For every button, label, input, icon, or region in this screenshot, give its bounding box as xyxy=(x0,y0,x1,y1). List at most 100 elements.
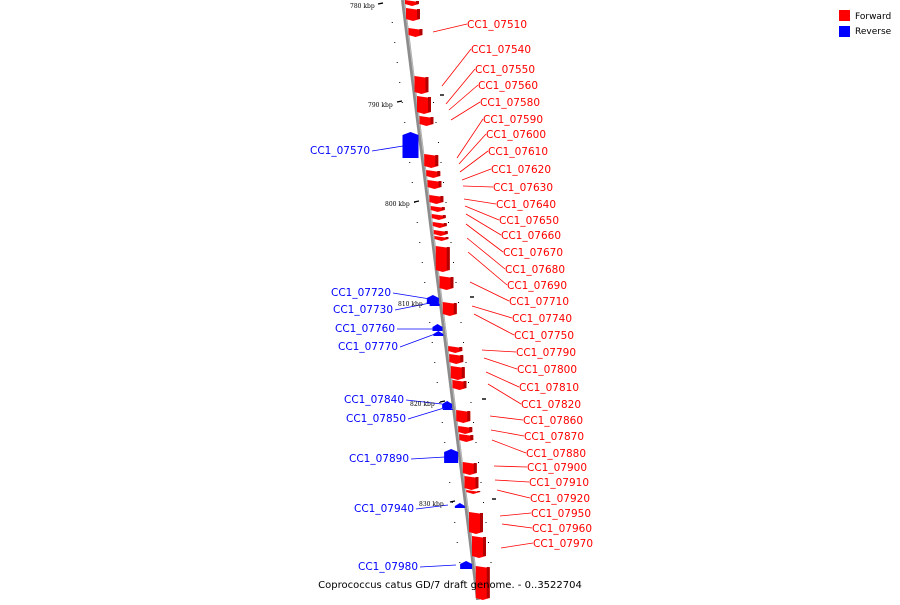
gene-label-forward[interactable]: CC1_07550 xyxy=(475,64,535,76)
leader-line-forward xyxy=(456,118,484,159)
gene-label-forward[interactable]: CC1_07820 xyxy=(521,399,581,411)
gene-label-reverse[interactable]: CC1_07980 xyxy=(358,561,418,573)
gene-forward xyxy=(452,380,467,390)
gene-forward xyxy=(466,490,481,494)
scale-dot xyxy=(424,282,426,283)
gene-label-forward[interactable]: CC1_07690 xyxy=(507,280,567,292)
gene-label-reverse[interactable]: CC1_07770 xyxy=(338,341,398,353)
scale-dot xyxy=(411,182,413,183)
gene-forward-shade xyxy=(480,513,483,532)
scale-dot xyxy=(444,442,446,443)
gene-label-forward[interactable]: CC1_07970 xyxy=(533,538,593,550)
gene-forward xyxy=(442,302,457,316)
scale-dot xyxy=(394,42,396,43)
scale-tick xyxy=(396,100,403,103)
gene-label-forward[interactable]: CC1_07590 xyxy=(483,114,543,126)
gene-label-forward[interactable]: CC1_07800 xyxy=(517,364,577,376)
gene-forward-shade xyxy=(446,247,450,270)
gene-forward-shade xyxy=(459,347,463,351)
gene-forward-shade xyxy=(467,411,471,421)
tick-label-830kbp: 830 kbp xyxy=(419,501,444,508)
scale-dot xyxy=(488,542,489,543)
leader-line-forward xyxy=(499,512,532,517)
gene-label-reverse[interactable]: CC1_07840 xyxy=(344,394,404,406)
gene-label-forward[interactable]: CC1_07740 xyxy=(512,313,572,325)
gene-forward xyxy=(475,566,490,600)
gene-forward-shade xyxy=(460,355,464,362)
gene-forward-shade xyxy=(486,567,490,598)
gene-label-reverse[interactable]: CC1_07760 xyxy=(335,323,395,335)
gene-label-forward[interactable]: CC1_07600 xyxy=(486,129,546,141)
gene-label-reverse[interactable]: CC1_07940 xyxy=(354,503,414,515)
gene-forward xyxy=(405,0,419,6)
scale-dot xyxy=(441,422,443,423)
leader-line-forward xyxy=(432,23,468,33)
gene-label-forward[interactable]: CC1_07610 xyxy=(488,146,548,158)
gene-label-forward[interactable]: CC1_07960 xyxy=(532,523,592,535)
leader-line-forward xyxy=(466,237,506,270)
legend-swatch-reverse xyxy=(839,26,850,37)
gene-label-forward[interactable]: CC1_07670 xyxy=(503,247,563,259)
genome-backbone-highlight xyxy=(403,0,480,601)
gene-label-forward[interactable]: CC1_07710 xyxy=(509,296,569,308)
gene-label-forward[interactable]: CC1_07750 xyxy=(514,330,574,342)
gene-label-forward[interactable]: CC1_07630 xyxy=(493,182,553,194)
gene-forward xyxy=(424,154,439,168)
gene-label-reverse[interactable]: CC1_07850 xyxy=(346,413,406,425)
gene-label-forward[interactable]: CC1_07680 xyxy=(505,264,565,276)
gene-label-forward[interactable]: CC1_07950 xyxy=(531,508,591,520)
gene-label-reverse[interactable]: CC1_07570 xyxy=(310,145,370,157)
gene-forward xyxy=(456,410,471,423)
gene-label-forward[interactable]: CC1_07900 xyxy=(527,462,587,474)
gene-forward xyxy=(469,512,483,534)
gene-forward-shade xyxy=(438,181,442,187)
legend-label-forward: Forward xyxy=(855,12,891,22)
scale-dot xyxy=(458,302,459,303)
gene-reverse xyxy=(442,406,453,410)
gene-label-reverse[interactable]: CC1_07730 xyxy=(333,304,393,316)
gene-label-forward[interactable]: CC1_07880 xyxy=(526,448,586,460)
scale-dot xyxy=(401,102,403,103)
scale-tick xyxy=(449,500,456,503)
leader-line-forward xyxy=(490,429,525,437)
gene-forward-shade xyxy=(417,9,420,19)
gene-label-forward[interactable]: CC1_07560 xyxy=(478,80,538,92)
gene-label-reverse[interactable]: CC1_07720 xyxy=(331,287,391,299)
gene-forward xyxy=(449,354,464,364)
gene-forward-shade xyxy=(440,196,444,202)
gene-forward-shade xyxy=(483,537,486,556)
tick-label-800kbp: 800 kbp xyxy=(385,201,410,208)
gene-forward xyxy=(408,28,423,37)
gene-forward-shade xyxy=(461,367,465,378)
gene-forward-shade xyxy=(437,171,441,176)
leader-line-forward xyxy=(441,48,472,87)
gene-label-forward[interactable]: CC1_07910 xyxy=(529,477,589,489)
scale-tick xyxy=(413,200,420,203)
gene-label-reverse[interactable]: CC1_07890 xyxy=(349,453,409,465)
gene-label-forward[interactable]: CC1_07860 xyxy=(523,415,583,427)
gene-label-forward[interactable]: CC1_07790 xyxy=(516,347,576,359)
genome-caption: Coprococcus catus GD/7 draft genome. - 0… xyxy=(318,580,582,591)
scale-dot xyxy=(490,562,492,563)
genome-backbone xyxy=(401,0,480,601)
gene-label-forward[interactable]: CC1_07920 xyxy=(530,493,590,505)
gene-label-forward[interactable]: CC1_07650 xyxy=(499,215,559,227)
gene-forward-shade xyxy=(445,237,449,239)
gene-label-forward[interactable]: CC1_07580 xyxy=(480,97,540,109)
gene-label-forward[interactable]: CC1_07660 xyxy=(501,230,561,242)
gene-forward xyxy=(414,76,429,94)
gene-label-forward[interactable]: CC1_07620 xyxy=(491,164,551,176)
gene-label-forward[interactable]: CC1_07870 xyxy=(524,431,584,443)
gene-label-forward[interactable]: CC1_07810 xyxy=(519,382,579,394)
scale-dot xyxy=(473,422,474,423)
gene-forward xyxy=(435,246,450,272)
gene-forward-shade xyxy=(470,435,474,440)
gene-label-forward[interactable]: CC1_07540 xyxy=(471,44,531,56)
gene-label-forward[interactable]: CC1_07640 xyxy=(496,199,556,211)
gene-label-forward[interactable]: CC1_07510 xyxy=(467,19,527,31)
scale-dot xyxy=(453,262,454,263)
leader-line-forward xyxy=(458,133,487,165)
gene-forward xyxy=(432,222,447,228)
scale-dot xyxy=(431,342,433,343)
